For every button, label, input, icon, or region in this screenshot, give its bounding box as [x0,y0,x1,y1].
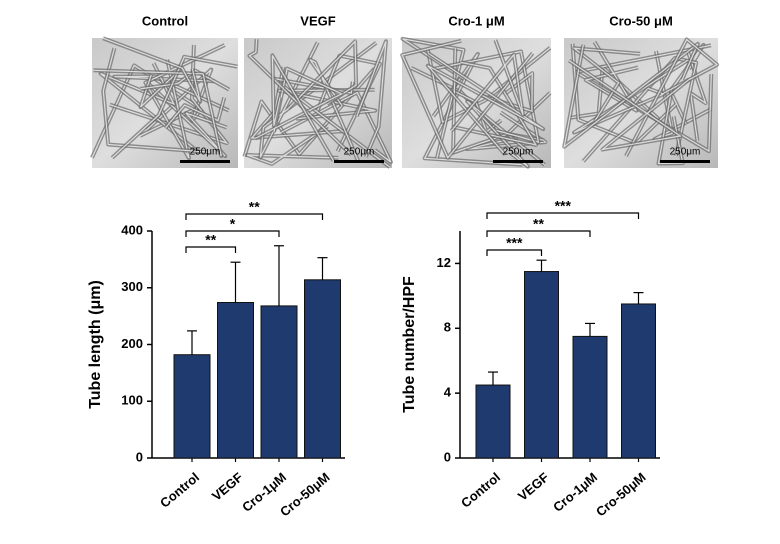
panel-label: VEGF [300,13,335,28]
cell-network [563,43,699,149]
significance-label: ** [249,199,260,215]
cell-network [144,44,225,159]
x-tick-label: Cro-50μM [593,469,649,519]
significance-bracket [185,246,237,253]
cell-network [309,59,359,162]
scale-bar [334,160,384,163]
bar [260,305,298,459]
cell-network [111,56,238,159]
significance-label: ** [205,232,216,248]
panel-label: Control [142,13,188,28]
x-tick-label: VEGF [209,469,246,503]
scale-label: 250μm [344,147,375,158]
x-tick-label: Control [157,469,202,510]
y-tick-label: 12 [437,255,451,270]
scale-label: 250μm [670,147,701,158]
significance-label: ** [533,216,544,232]
cell-network [432,50,540,143]
y-tick-label: 8 [444,320,451,335]
y-tick-label: 100 [121,393,143,408]
significance-label: *** [506,235,523,251]
significance-label: *** [555,198,572,214]
cell-network [93,69,222,157]
cell-network [114,75,230,112]
x-tick-label: Control [458,469,503,510]
bar [621,303,656,459]
cell-network [102,37,201,102]
y-tick-label: 200 [121,336,143,351]
scale-bar [660,160,710,163]
cell-network [401,40,534,159]
scale-label: 250μm [190,147,221,158]
bar [304,279,341,459]
panel-label: Cro-50 μM [609,13,673,28]
y-axis-title: Tube number/HPF [401,276,418,413]
cell-network [271,55,335,162]
x-tick-label: VEGF [515,469,552,503]
scale-label: 250μm [503,147,534,158]
scale-bar [493,160,543,163]
bar [524,271,559,459]
cell-network [356,41,387,158]
significance-bracket [185,230,280,237]
bar [173,354,211,459]
panel-label: Cro-1 μM [448,13,504,28]
significance-bracket [185,213,324,220]
cell-network [572,47,641,122]
bar [572,335,608,459]
cell-network [625,38,719,157]
bar [475,384,511,459]
y-tick-label: 300 [121,279,143,294]
bar [217,302,254,459]
cell-network [246,125,339,165]
cell-network [146,69,212,131]
significance-label: * [230,216,236,232]
scale-bar [180,160,230,163]
y-tick-label: 0 [136,449,143,464]
cell-network [450,39,524,132]
y-tick-label: 400 [121,222,143,237]
cell-network [568,60,690,151]
cell-network [452,61,538,146]
y-tick-label: 4 [444,385,452,400]
y-tick-label: 0 [444,449,451,464]
cell-network [145,81,227,157]
significance-bracket [486,230,591,237]
significance-bracket [486,249,543,256]
significance-bracket [486,212,640,219]
cell-network [165,97,225,128]
y-axis-title: Tube length (μm) [87,280,104,409]
